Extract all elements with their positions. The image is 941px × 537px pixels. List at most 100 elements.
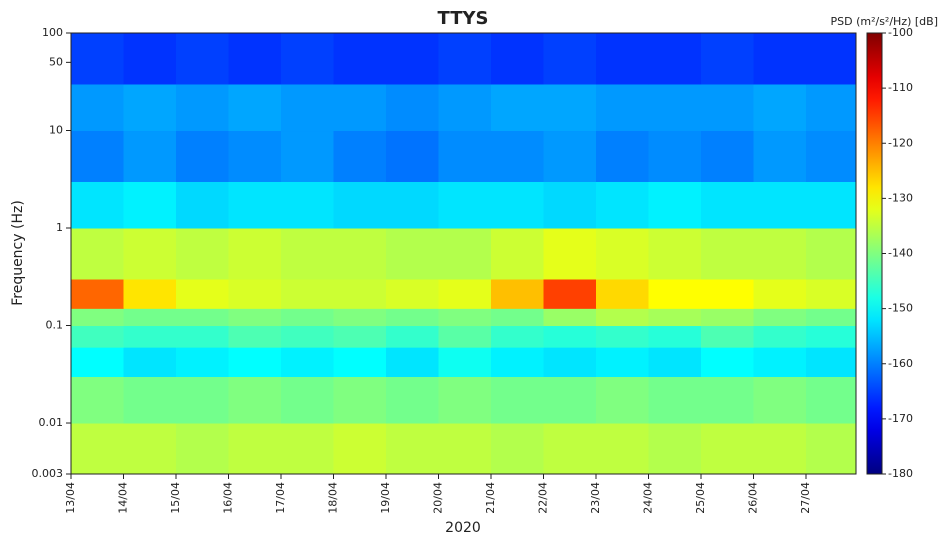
cell — [123, 278, 177, 309]
cell — [806, 423, 857, 475]
cell — [701, 33, 754, 85]
cell — [701, 181, 754, 229]
cell — [806, 228, 857, 280]
x-tick-label: 18/04 — [327, 482, 340, 514]
cell — [438, 308, 492, 327]
cell — [491, 33, 544, 85]
cell — [386, 308, 439, 327]
cell — [806, 347, 857, 377]
cell — [596, 376, 649, 424]
cell — [71, 278, 124, 309]
cell — [438, 130, 492, 182]
cell — [228, 308, 282, 327]
cell — [438, 33, 492, 85]
cell — [753, 376, 807, 424]
x-tick-label: 16/04 — [222, 482, 235, 514]
cell — [438, 325, 492, 348]
cell — [228, 325, 282, 348]
x-tick-label: 22/04 — [537, 482, 550, 514]
cell — [228, 347, 282, 377]
cell — [333, 347, 387, 377]
cell — [123, 347, 177, 377]
cell — [648, 33, 702, 85]
cell — [123, 181, 177, 229]
cell — [71, 376, 124, 424]
cell — [386, 83, 439, 132]
cell — [386, 33, 439, 85]
cell — [753, 130, 807, 182]
cell — [438, 376, 492, 424]
chart-title: TTYS — [438, 8, 489, 29]
x-tick-label: 14/04 — [117, 482, 130, 514]
cell — [543, 308, 597, 327]
cell — [491, 376, 544, 424]
cell — [701, 423, 754, 475]
cell — [596, 33, 649, 85]
x-axis-label: 2020 — [445, 520, 481, 536]
cell — [806, 278, 857, 309]
cell — [491, 181, 544, 229]
cell — [333, 278, 387, 309]
y-tick-label: 0.01 — [39, 416, 64, 429]
cell — [333, 83, 387, 132]
cell — [176, 347, 229, 377]
cell — [228, 130, 282, 182]
cell — [753, 228, 807, 280]
x-tick-label: 17/04 — [274, 482, 287, 514]
cell — [333, 308, 387, 327]
cell — [596, 130, 649, 182]
cell — [333, 423, 387, 475]
x-tick-label: 25/04 — [694, 482, 707, 514]
cell — [228, 83, 282, 132]
cell — [176, 376, 229, 424]
cell — [438, 423, 492, 475]
cell — [228, 33, 282, 85]
cell — [596, 278, 649, 309]
cell — [543, 325, 597, 348]
plot-frame — [70, 32, 857, 475]
cell — [386, 278, 439, 309]
cell — [281, 83, 334, 132]
cell — [281, 228, 334, 280]
cell — [123, 308, 177, 327]
cell — [648, 347, 702, 377]
cell — [648, 423, 702, 475]
cell — [543, 130, 597, 182]
cell — [386, 181, 439, 229]
y-tick-label: 10 — [49, 124, 63, 137]
cell — [71, 33, 124, 85]
cell — [228, 278, 282, 309]
x-tick-label: 23/04 — [589, 482, 602, 514]
cell — [596, 83, 649, 132]
cell — [753, 33, 807, 85]
cell — [123, 228, 177, 280]
cell — [596, 325, 649, 348]
cell — [753, 83, 807, 132]
cell — [753, 181, 807, 229]
x-tick-label: 27/04 — [799, 482, 812, 514]
cell — [701, 83, 754, 132]
cell — [543, 83, 597, 132]
cell — [806, 33, 857, 85]
cell — [438, 278, 492, 309]
cell — [333, 130, 387, 182]
cell — [176, 423, 229, 475]
cell — [176, 83, 229, 132]
cell — [753, 347, 807, 377]
cell — [543, 347, 597, 377]
cell — [701, 278, 754, 309]
cell — [701, 376, 754, 424]
cell — [543, 33, 597, 85]
cell — [648, 278, 702, 309]
cell — [71, 130, 124, 182]
cell — [543, 181, 597, 229]
cell — [281, 423, 334, 475]
cell — [281, 278, 334, 309]
cell — [701, 325, 754, 348]
cell — [176, 278, 229, 309]
cell — [228, 423, 282, 475]
cell — [386, 347, 439, 377]
cell — [71, 228, 124, 280]
cell — [701, 130, 754, 182]
